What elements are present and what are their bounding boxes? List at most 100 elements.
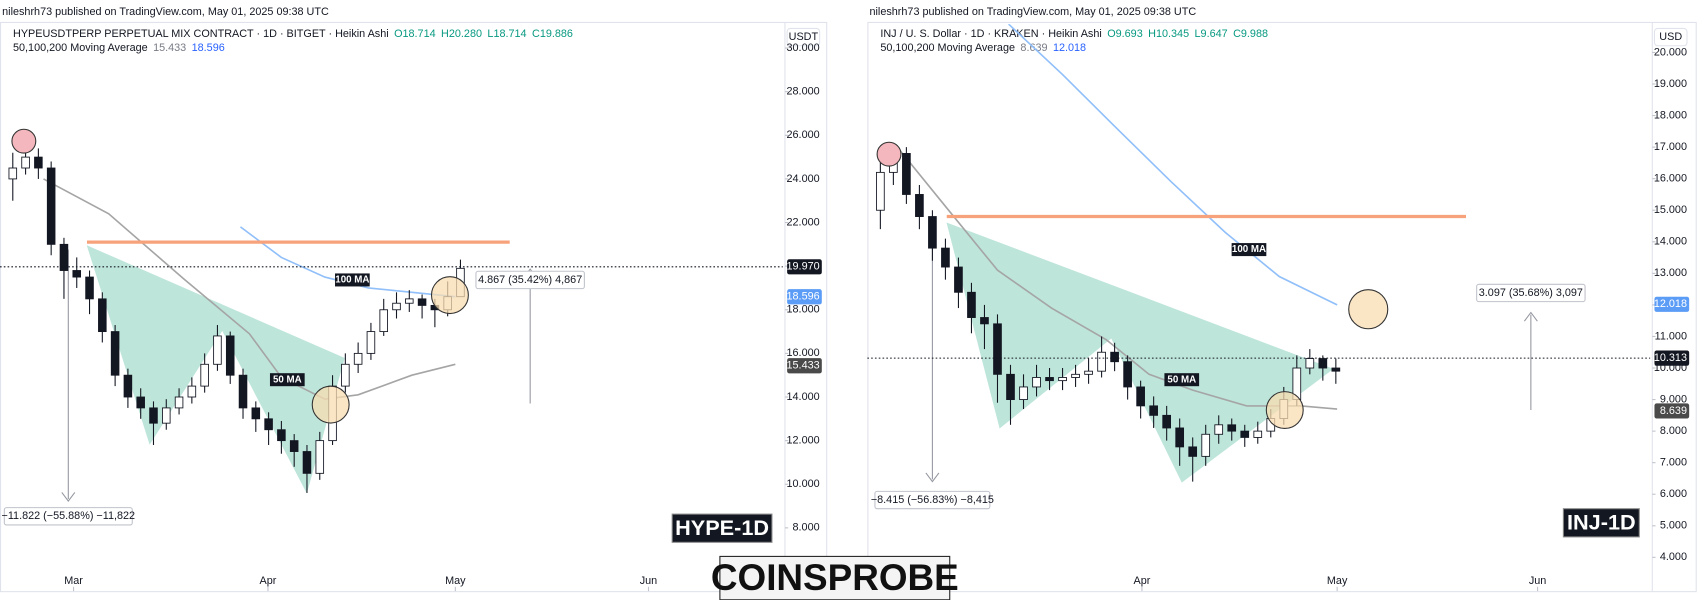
candle-body (289, 440, 299, 452)
indicator: 50,100,200 Moving Average (880, 42, 1015, 54)
candle-body (379, 309, 388, 333)
candle-body (162, 407, 171, 424)
indicator-line: 50,100,200 Moving Average 8.639 12.018 (880, 42, 1086, 54)
candle-body (98, 298, 107, 333)
ohlc-value: O18.714 (394, 28, 436, 40)
indicator-value: 15.433 (153, 42, 186, 54)
candle-body (21, 156, 30, 169)
candle-body (1227, 424, 1237, 432)
candle-body (915, 194, 924, 217)
candle-body (1305, 358, 1315, 369)
currency-box (786, 27, 821, 47)
candle-body (1136, 386, 1145, 407)
price-label-box (787, 289, 822, 305)
price-label-box (1654, 403, 1690, 419)
price-label-box (787, 259, 822, 275)
measure-label: −8.415 (−56.83%) −8,415 (871, 494, 994, 506)
ohlc-value: H10.345 (1148, 28, 1189, 40)
candle-body (928, 216, 937, 249)
ohlc-value: L9.647 (1195, 28, 1228, 40)
arrows (61, 222, 1538, 503)
candle-body (1084, 370, 1093, 375)
y-tick-label: 18.000 (787, 304, 820, 316)
candle-body (1240, 430, 1250, 438)
measure-label: 4.867 (35.42%) 4,867 (478, 274, 582, 286)
candle-body (187, 385, 197, 398)
ma-tag-box (335, 273, 370, 287)
y-tick-label: 18.000 (1654, 109, 1687, 121)
candle-body (213, 335, 222, 365)
watermark: COINSPROBE (711, 557, 959, 598)
price-label-box (1654, 350, 1690, 366)
y-tick-label: 14.000 (787, 391, 820, 403)
x-tick-label: Apr (260, 575, 277, 587)
candle-body (225, 335, 235, 376)
plot (8, 135, 510, 493)
ohlc-value: L18.714 (487, 28, 526, 40)
candle-body (1123, 361, 1132, 388)
ticker-tag-box (1562, 508, 1640, 538)
measure-box (475, 270, 585, 290)
ma-tag: 50 MA (273, 374, 302, 385)
y-tick-label: 5.000 (1660, 520, 1687, 532)
candle-body (341, 363, 350, 387)
y-tick-label: 22.000 (787, 216, 820, 228)
symbol-line: INJ / U. S. Dollar · 1D · KRAKEN · Heiki… (880, 28, 1268, 40)
peak-marker (876, 141, 902, 167)
y-tick-label: 26.000 (787, 129, 820, 141)
breakout-marker (430, 276, 469, 315)
y-tick-label: 24.000 (787, 173, 820, 185)
candle-body (941, 247, 950, 268)
price-label: 8.639 (1660, 405, 1687, 417)
ma-tag: 100 MA (335, 275, 369, 286)
candle-body (967, 291, 976, 318)
currency: USDT (789, 31, 819, 43)
symbol-line: HYPEUSDTPERP PERPETUAL MIX CONTRACT · 1D… (13, 28, 573, 40)
y-tick-label: 19.000 (1654, 78, 1687, 90)
candle-body (1097, 351, 1106, 372)
y-tick-label: 15.000 (1654, 204, 1687, 216)
candle-body (34, 156, 43, 169)
candle-body (110, 331, 120, 376)
ticker-tag: INJ-1D (1567, 510, 1636, 535)
price-label: 12.018 (1654, 298, 1687, 310)
candle-body (993, 323, 1002, 375)
indicator: 50,100,200 Moving Average (13, 42, 148, 54)
candle-body (1110, 351, 1119, 363)
y-tick-label: 10.000 (787, 478, 820, 490)
candle-body (1201, 433, 1211, 457)
candle-body (8, 167, 18, 180)
candle-body (902, 153, 911, 195)
candle-body (251, 407, 261, 420)
candle-body (980, 317, 989, 325)
ma-tag-box (269, 373, 305, 387)
y-tick-label: 20.000 (1654, 46, 1687, 58)
ma-tag-box (1231, 243, 1267, 257)
ticker-tag-box (671, 513, 773, 543)
y-tick-label: 8.000 (1660, 425, 1687, 437)
candle-body (149, 407, 158, 424)
candle-body (1058, 377, 1067, 382)
author: nileshrh73 published on TradingView.com,… (870, 6, 1197, 18)
price-label-box (787, 358, 822, 374)
candle-body (123, 374, 133, 398)
x-tick-label: Jun (1529, 575, 1546, 587)
candle-body (174, 396, 184, 409)
ohlc-value: C9.988 (1233, 28, 1268, 40)
measure-label: 3.097 (35.68%) 3,097 (1479, 287, 1583, 299)
y-tick-label: 7.000 (1660, 457, 1687, 469)
candle-body (1006, 373, 1015, 401)
candle-body (392, 302, 401, 311)
breakout-marker (311, 385, 350, 424)
ohlc-value: C19.886 (532, 28, 573, 40)
candle-body (1149, 405, 1158, 416)
candle-body (1175, 427, 1185, 448)
candle-body (200, 363, 209, 387)
arrow-head (925, 472, 940, 483)
x-tick-label: Mar (64, 575, 83, 587)
candle-body (72, 270, 82, 278)
price-label-box (1654, 296, 1690, 312)
x-tick-label: Jun (640, 575, 657, 587)
candle-body (1318, 358, 1328, 369)
